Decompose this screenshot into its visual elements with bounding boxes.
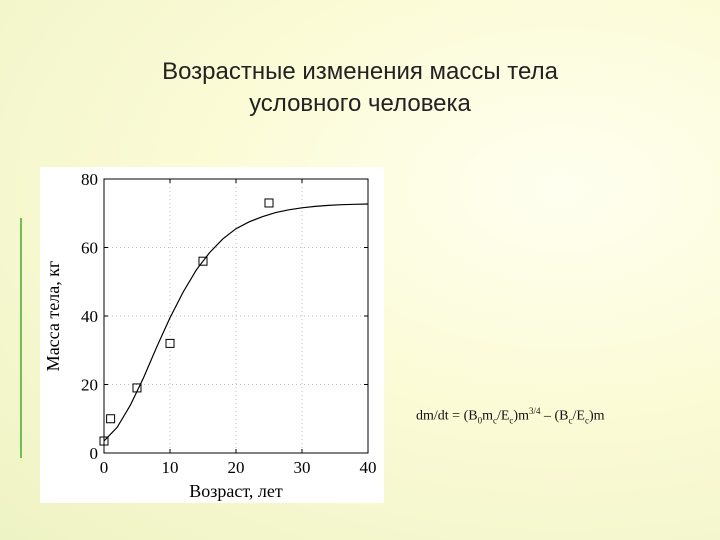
formula-sub-c3: c — [568, 415, 573, 426]
y-axis-label: Масса тела, кг — [43, 261, 63, 372]
x-axis-label: Возраст, лет — [189, 481, 283, 501]
x-tick-label-2: 20 — [228, 458, 245, 477]
formula-exponent: 3/4 — [528, 406, 541, 416]
formula-slash1: /E — [496, 408, 510, 424]
x-tick-label-1: 10 — [162, 458, 179, 477]
formula-sub-c2: c — [509, 415, 514, 426]
title-line-1: Возрастные изменения массы тела — [162, 58, 558, 85]
y-tick-label-0: 0 — [90, 444, 99, 463]
formula-sub-c4: c — [584, 415, 589, 426]
data-point-3 — [165, 338, 175, 348]
formula-sub-c1: c — [492, 415, 497, 426]
x-tick-label-3: 30 — [294, 458, 311, 477]
title-line-2: условного человека — [249, 90, 471, 117]
data-point-0 — [99, 436, 109, 446]
formula-close1: )m — [513, 408, 529, 424]
formula-lhs: dm/dt = (B — [416, 408, 478, 424]
formula-m: m — [482, 408, 493, 424]
accent-bar — [20, 218, 22, 458]
y-tick-label-2: 40 — [81, 307, 98, 326]
chart-panel: 0 10 20 30 40 0 20 40 60 80 Возраст, лет Масса тела… — [40, 167, 384, 503]
formula-minus: – (B — [540, 408, 569, 424]
growth-formula: dm/dt = (B0mc/Ec)m3/4 – (Bc/Ec)m — [416, 406, 605, 425]
data-point-4 — [198, 256, 208, 266]
y-tick-label-4: 80 — [81, 170, 98, 189]
mass-age-chart: 0 10 20 30 40 0 20 40 60 80 Возраст, лет Масса тела… — [43, 170, 377, 501]
y-tick-label-1: 20 — [81, 376, 98, 395]
data-point-1 — [106, 414, 116, 424]
formula-sub-0: 0 — [477, 415, 483, 426]
model-curve-0 — [103, 203, 369, 442]
data-point-2 — [132, 383, 142, 393]
data-point-5 — [264, 198, 274, 208]
x-tick-label-0: 0 — [100, 458, 109, 477]
formula-close2: )m — [588, 408, 605, 424]
y-tick-label-3: 60 — [81, 239, 98, 258]
formula-slash2: /E — [572, 408, 585, 424]
x-tick-label-4: 40 — [360, 458, 377, 477]
slide-title: Возрастные изменения массы тела условног… — [0, 56, 720, 120]
